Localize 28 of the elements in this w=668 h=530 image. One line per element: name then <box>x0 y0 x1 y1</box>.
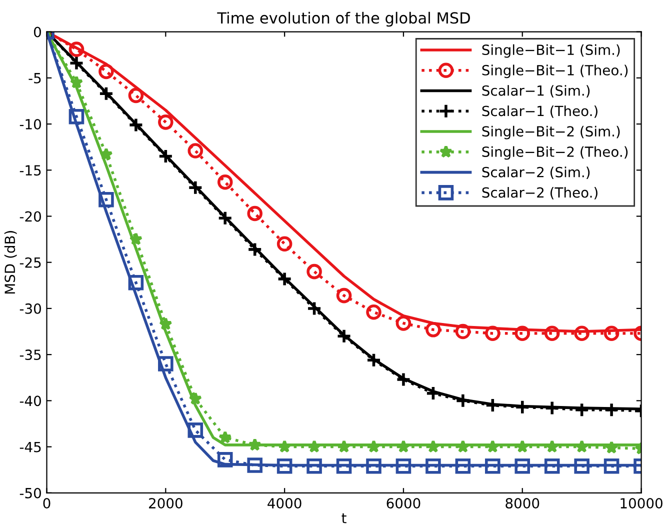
legend-label: Scalar−1 (Theo.) <box>482 105 598 118</box>
y-tick-label: -35 <box>20 350 41 360</box>
x-tick-label: 4000 <box>268 498 302 509</box>
y-tick-label: -45 <box>20 442 41 452</box>
y-tick-label: -25 <box>20 257 41 268</box>
legend-label: Scalar−2 (Sim.) <box>482 166 590 180</box>
legend-label: Scalar−1 (Sim.) <box>482 85 590 98</box>
x-tick-label: 10000 <box>620 498 662 509</box>
legend-label: Single−Bit−1 (Sim.) <box>482 44 620 58</box>
x-tick-label: 0 <box>43 498 50 509</box>
y-tick-label: 0 <box>34 26 41 38</box>
y-tick-label: -15 <box>20 165 41 176</box>
x-tick-label: 8000 <box>506 498 540 509</box>
legend-label: Single−Bit−2 (Theo.) <box>482 146 628 160</box>
legend-label: Single−Bit−1 (Theo.) <box>482 64 628 78</box>
y-tick-label: -10 <box>20 118 41 130</box>
legend-label: Scalar−2 (Theo.) <box>482 187 598 200</box>
y-tick-label: -50 <box>20 488 41 498</box>
y-tick-label: -5 <box>28 73 41 84</box>
y-tick-label: -30 <box>20 303 41 314</box>
x-tick-label: 2000 <box>149 498 182 509</box>
legend-label: Single−Bit−2 (Sim.) <box>482 126 620 140</box>
y-tick-label: -40 <box>20 396 41 406</box>
chart-title: Time evolution of the global MSD <box>217 12 470 27</box>
y-tick-label: -20 <box>20 211 41 222</box>
y-axis-title: MSD (dB) <box>4 231 17 294</box>
x-axis-title: t <box>342 513 346 524</box>
x-tick-label: 6000 <box>386 498 420 509</box>
